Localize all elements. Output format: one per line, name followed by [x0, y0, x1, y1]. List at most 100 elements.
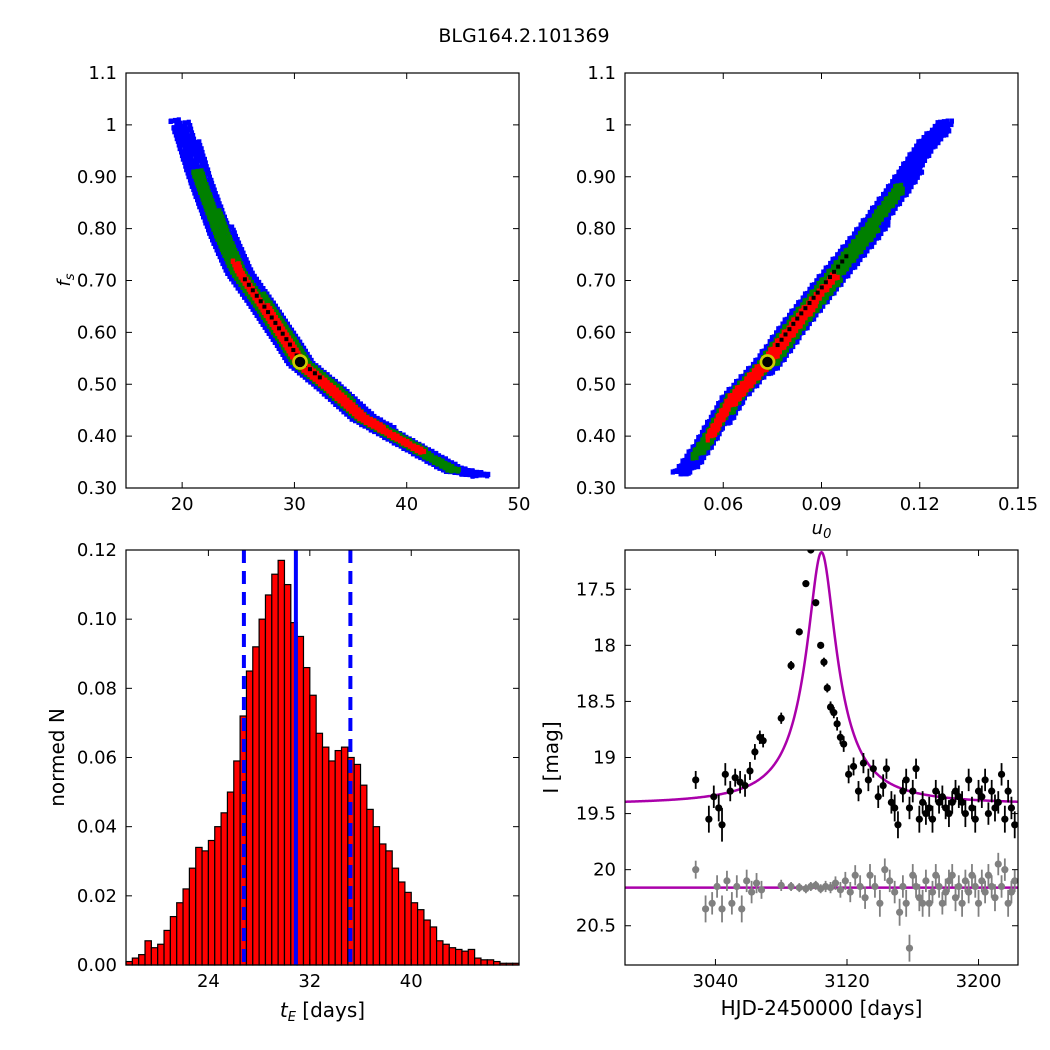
density-cell	[242, 273, 247, 279]
density-cell	[270, 329, 276, 335]
density-cell	[309, 357, 314, 364]
density-cell	[205, 210, 210, 216]
density-cell	[232, 255, 237, 261]
density-cell	[333, 390, 338, 396]
density-cell	[832, 290, 837, 296]
density-cell	[877, 220, 882, 226]
density-cell	[843, 262, 848, 268]
density-cell	[780, 340, 785, 347]
density-cell	[809, 303, 814, 309]
density-cell	[724, 402, 729, 408]
density-cell	[222, 221, 227, 227]
density-cell	[292, 350, 297, 356]
core-density-cell	[783, 332, 788, 337]
density-cell	[848, 254, 853, 260]
density-cell	[905, 184, 910, 190]
density-cell	[275, 335, 280, 341]
histogram-bar	[271, 573, 279, 966]
density-cell	[869, 236, 874, 242]
density-cell	[826, 268, 831, 275]
density-cell	[938, 133, 943, 139]
density-cell	[226, 241, 231, 248]
density-cell	[349, 396, 354, 402]
density-cell	[910, 163, 915, 169]
data-point	[845, 770, 853, 778]
density-cell	[217, 218, 222, 225]
density-cell	[838, 266, 843, 272]
density-cell	[176, 117, 181, 123]
density-cell	[925, 141, 931, 147]
density-cell	[865, 217, 870, 223]
density-cell	[854, 242, 859, 248]
density-cell	[797, 319, 802, 325]
density-cell	[266, 330, 271, 336]
density-cell	[240, 258, 245, 264]
density-cell	[732, 414, 737, 420]
density-cell	[206, 189, 211, 195]
density-cell	[265, 315, 270, 321]
density-cell	[782, 344, 787, 350]
y-tick-label: 0.10	[77, 609, 117, 630]
density-cell	[807, 290, 812, 296]
density-cell	[724, 410, 729, 417]
density-cell	[849, 235, 854, 241]
density-cell	[776, 329, 781, 335]
density-cell	[173, 132, 178, 138]
y-tick-label: 0.08	[77, 678, 117, 699]
density-cell	[860, 230, 865, 236]
density-cell	[268, 333, 273, 339]
density-cell	[201, 214, 206, 220]
density-cell	[823, 269, 828, 275]
histogram-bar	[416, 909, 425, 966]
density-cell	[411, 445, 416, 451]
density-cell	[707, 433, 712, 439]
density-cell	[945, 121, 950, 128]
density-cell	[327, 376, 332, 382]
density-cell	[332, 393, 337, 399]
density-cell	[837, 251, 842, 257]
density-cell	[227, 234, 232, 240]
y-tick-label: 0.50	[576, 374, 616, 395]
density-cell	[381, 428, 386, 434]
density-cell	[863, 237, 868, 244]
density-cell	[294, 339, 299, 345]
density-cell	[842, 244, 847, 250]
density-cell	[834, 255, 840, 261]
density-cell	[871, 213, 876, 219]
density-cell	[877, 235, 882, 241]
density-cell	[199, 161, 204, 167]
histogram-bar	[309, 694, 317, 966]
density-cell	[342, 397, 347, 404]
density-cell	[892, 195, 897, 201]
density-cell	[216, 198, 221, 204]
density-cell	[284, 332, 290, 338]
density-cell	[313, 376, 318, 382]
lensing-model-curve	[625, 550, 1018, 803]
density-cell	[204, 223, 209, 229]
density-cell	[755, 378, 760, 384]
density-cell	[732, 389, 737, 395]
density-cell	[905, 160, 910, 166]
density-cell	[360, 417, 365, 423]
density-cell	[432, 459, 437, 465]
density-cell	[749, 383, 754, 389]
density-cell	[734, 388, 739, 394]
density-cell	[750, 376, 755, 382]
density-cell	[861, 233, 866, 239]
density-cell	[885, 196, 890, 202]
data-point	[751, 748, 759, 756]
density-cell	[921, 154, 926, 160]
density-cell	[918, 165, 923, 172]
density-cell	[215, 225, 220, 231]
density-cell	[867, 244, 872, 250]
density-cell	[300, 348, 305, 354]
density-cell	[730, 401, 735, 407]
density-cell	[205, 167, 210, 173]
histogram-bar	[176, 902, 184, 966]
density-cell	[353, 405, 358, 411]
density-cell	[212, 205, 217, 211]
density-cell	[193, 193, 198, 200]
density-cell	[868, 225, 873, 231]
density-cell	[322, 380, 327, 386]
density-cell	[834, 286, 839, 292]
